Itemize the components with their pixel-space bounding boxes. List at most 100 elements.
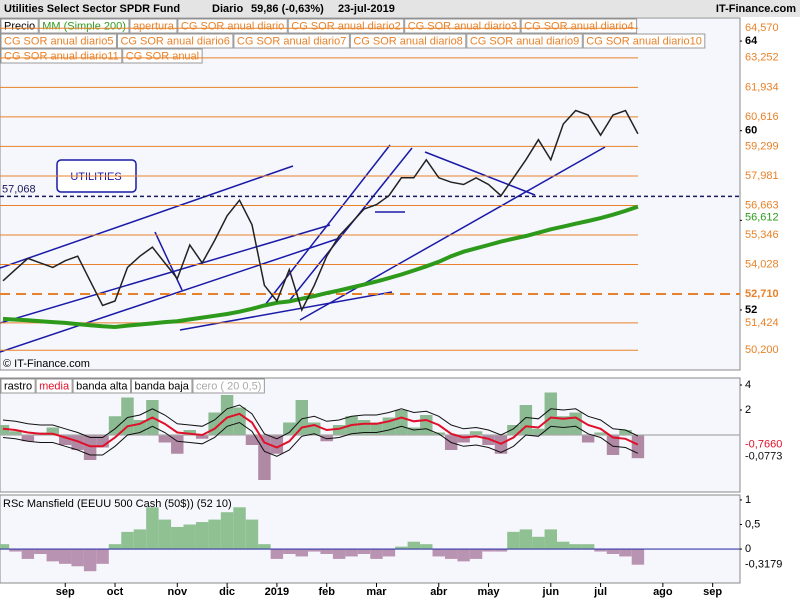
histogram-bar (46, 427, 59, 435)
x-tick-label: sep (703, 586, 722, 598)
histogram-bar (469, 549, 483, 559)
value-label-bg (742, 403, 798, 417)
trend-lines (0, 144, 606, 353)
histogram-bar (233, 407, 246, 435)
histogram-bar (183, 524, 196, 550)
histogram-bar (121, 531, 134, 550)
legend-tab (177, 18, 288, 34)
x-tick-label: jul (593, 586, 607, 598)
x-tick-label: feb (318, 586, 335, 598)
legend-label: CG SOR anual diario9 (470, 35, 579, 47)
value-label: -0,3179 (745, 559, 782, 571)
value-label: 61,934 (745, 81, 779, 93)
legend-label: CG SOR anual diario5 (4, 35, 113, 47)
histogram-bar (557, 416, 570, 435)
histogram-bar (270, 549, 284, 559)
histogram-bar (469, 431, 483, 435)
value-label: 64 (745, 35, 758, 47)
trend-line (0, 165, 294, 269)
histogram-bar (432, 549, 445, 557)
value-label-bg (742, 493, 798, 507)
legend-tab (129, 18, 178, 34)
value-label: 51,424 (745, 317, 779, 329)
indicator-line (2, 412, 639, 449)
value-label-bg (742, 438, 798, 452)
histogram-bar (208, 519, 221, 550)
histogram-bar (320, 435, 333, 442)
histogram-bar (395, 546, 408, 550)
legend-label: CG SOR anual diario6 (120, 35, 229, 47)
histogram-bar (258, 544, 271, 550)
x-tick-label: ago (653, 586, 673, 598)
x-tick-label: sep (56, 586, 75, 598)
legend-label: banda alta (76, 380, 128, 392)
legend-label: CG SOR anual diario11 (4, 50, 119, 62)
legend-tab (404, 18, 521, 34)
trend-line (154, 231, 183, 291)
histogram-bar (457, 435, 470, 443)
value-label-bg (742, 34, 798, 48)
x-tick-label: dic (219, 586, 235, 598)
histogram-bar (482, 549, 495, 552)
value-label: 54,028 (745, 258, 779, 270)
value-label: -0,7660 (745, 438, 782, 450)
histogram-bar (283, 422, 296, 435)
legend-tab (0, 378, 36, 394)
histogram-bar (345, 549, 358, 557)
histogram-bar (457, 549, 470, 562)
histogram-bar (507, 531, 520, 550)
histogram-bar (532, 536, 545, 550)
legend-label: CG SOR anual diario3 (408, 20, 517, 32)
header-bar (0, 0, 800, 17)
histogram-bar (619, 430, 632, 435)
histogram-bar (220, 395, 234, 435)
value-label: 0 (745, 543, 751, 555)
histogram-bar (233, 507, 246, 550)
legend-label: MM (Simple 200) (42, 20, 126, 32)
legend-tab (233, 33, 350, 49)
histogram-bar (71, 549, 84, 567)
histogram-bar (83, 435, 97, 460)
histogram-bar (245, 519, 259, 550)
value-label: 2 (745, 404, 751, 416)
histogram-bar (357, 549, 371, 554)
x-tick-label: oct (107, 586, 124, 598)
value-label-bg (742, 210, 798, 224)
value-label-bg (742, 303, 798, 317)
histogram-bar (0, 544, 10, 550)
histogram-bar (183, 430, 196, 435)
histogram-bar (158, 519, 172, 550)
value-label: 50,200 (745, 344, 779, 356)
legend-tab (520, 18, 638, 34)
legend-tab (466, 33, 583, 49)
histogram-bar (34, 549, 47, 554)
histogram-bar (544, 529, 557, 550)
histogram-bar (444, 549, 458, 559)
trend-line (0, 224, 331, 324)
histogram-bar (544, 392, 557, 435)
legend-tab (0, 18, 39, 34)
histogram-bar (195, 522, 209, 550)
value-label-bg (742, 21, 798, 35)
indicator-line (2, 404, 639, 440)
histogram-bar (0, 425, 10, 435)
value-label-bg (742, 198, 798, 212)
histogram-bar (108, 544, 122, 550)
value-label: 63,252 (745, 52, 779, 64)
value-label: 52 (745, 304, 757, 316)
value-label-bg (742, 343, 798, 357)
moving-average-line (2, 204, 639, 330)
histogram-bar (59, 435, 72, 445)
value-label: 60 (745, 125, 757, 137)
legend-label: Precio (4, 20, 35, 32)
histogram-bar (581, 544, 595, 550)
value-label: 60,616 (745, 111, 779, 123)
histogram-bar (569, 412, 582, 435)
quote: 59,86 (-0,63%) (251, 3, 324, 15)
histogram-bar (108, 416, 122, 435)
x-tick-label: 2019 (265, 586, 289, 598)
value-label-bg (742, 316, 798, 330)
legend-label: cero ( 20 0,5) (196, 380, 261, 392)
